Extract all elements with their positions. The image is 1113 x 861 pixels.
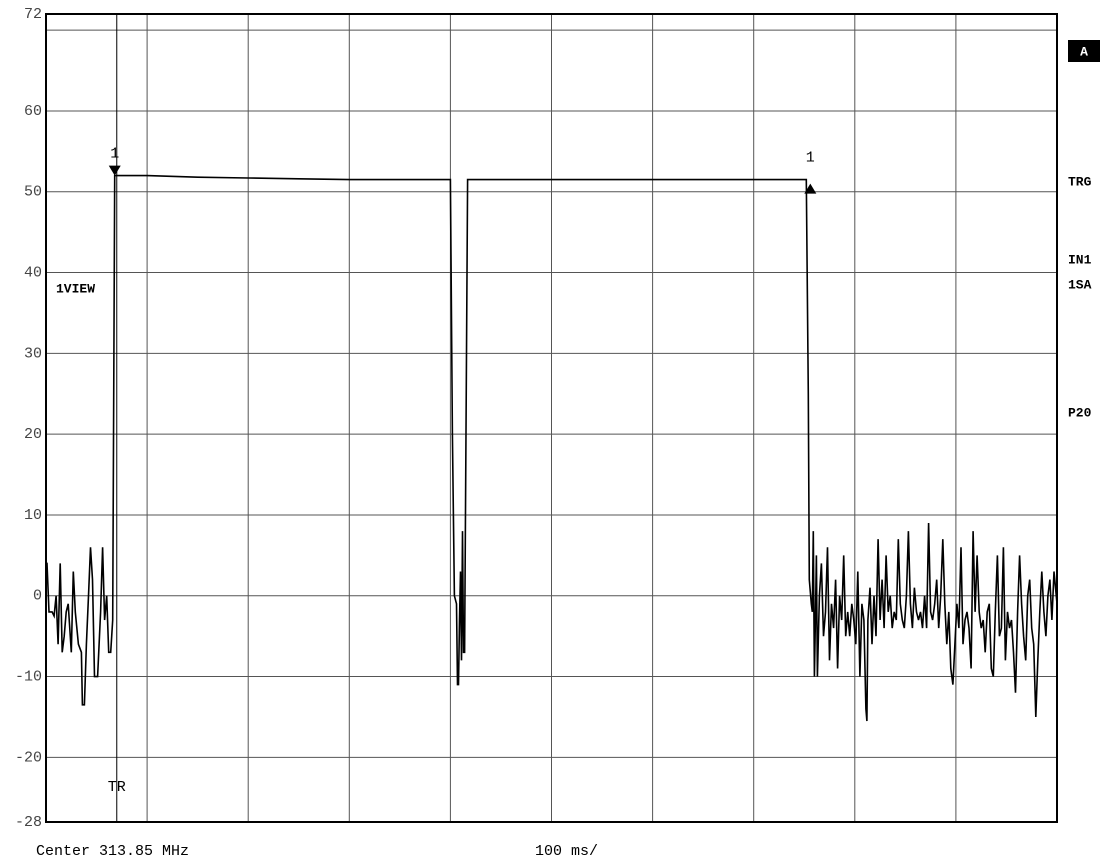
y-tick-label: -28 xyxy=(15,814,42,831)
side-label: TRG xyxy=(1068,174,1092,189)
trace xyxy=(46,174,1058,722)
footer-sweep: 100 ms/ xyxy=(535,843,598,860)
y-tick-label: 72 xyxy=(24,6,42,23)
marker xyxy=(804,183,817,194)
y-tick-label: 60 xyxy=(24,103,42,120)
side-box xyxy=(1068,40,1100,62)
y-tick-label: 50 xyxy=(24,184,42,201)
y-tick-label: 10 xyxy=(24,507,42,524)
trigger-label: TR xyxy=(108,779,126,796)
plot-border xyxy=(45,13,1058,823)
y-tick-label: 40 xyxy=(24,265,42,282)
y-tick-label: 0 xyxy=(33,588,42,605)
y-tick-label: -20 xyxy=(15,749,42,766)
marker-label: 1 xyxy=(110,146,119,163)
y-tick-label: -10 xyxy=(15,669,42,686)
trace-label: 1VIEW xyxy=(56,281,95,296)
side-label: IN1 xyxy=(1068,252,1092,267)
side-label: 1SA xyxy=(1068,277,1092,292)
side-label: P20 xyxy=(1068,405,1092,420)
side-box-label: A xyxy=(1080,44,1088,59)
marker-label: 1 xyxy=(806,150,815,167)
y-tick-label: 20 xyxy=(24,426,42,443)
footer-center-frequency: Center 313.85 MHz xyxy=(36,843,189,860)
marker xyxy=(108,165,121,176)
y-tick-label: 30 xyxy=(24,345,42,362)
